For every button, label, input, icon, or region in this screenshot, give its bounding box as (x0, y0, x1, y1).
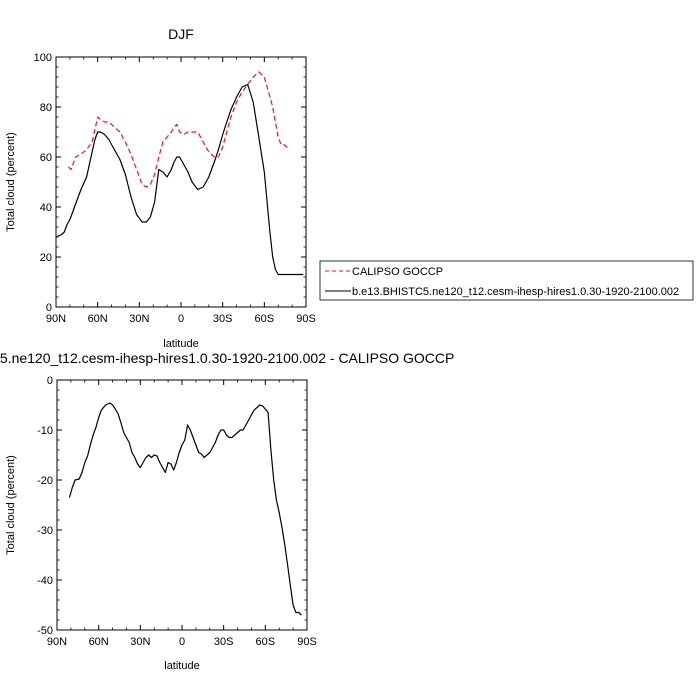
y-tick-label: 0 (46, 302, 52, 314)
axis-ticks: 90N 60N 30N 0 30S 60S 90S 0 20 40 60 80 100 (34, 52, 316, 325)
x-tick-label: 60S (255, 313, 275, 325)
x-tick-label: 30N (129, 313, 149, 325)
x-tick-label: 60N (88, 313, 108, 325)
x-tick-label: 90S (296, 313, 316, 325)
top-panel: DJF Total cloud (percent) latitude 90N 60… (5, 26, 316, 350)
x-axis-label: latitude (163, 338, 198, 350)
plot-frame (55, 56, 307, 308)
series-line-calipso (68, 71, 291, 188)
legend-label-calipso: CALIPSO GOCCP (352, 266, 443, 278)
y-tick-label: 80 (40, 102, 52, 114)
x-tick-label: 90N (46, 313, 66, 325)
chart-title: DJF (168, 26, 194, 42)
y-axis-label: Total cloud (percent) (5, 455, 17, 555)
x-tick-label: 0 (179, 636, 185, 648)
x-tick-label: 30S (213, 313, 233, 325)
chart-title: b.e13.BHISTC5.ne120_t12.cesm-ihesp-hires… (0, 350, 454, 366)
x-tick-label: 30S (214, 636, 234, 648)
plot-frame (56, 379, 308, 631)
y-tick-label: -50 (37, 625, 53, 637)
y-tick-label: 100 (34, 52, 52, 64)
y-tick-label: -20 (37, 475, 53, 487)
y-tick-label: -30 (37, 525, 53, 537)
x-tick-label: 90S (297, 636, 317, 648)
x-tick-label: 30N (130, 636, 150, 648)
series-line-difference (68, 402, 302, 616)
y-tick-label: 20 (40, 252, 52, 264)
y-tick-label: -10 (37, 425, 53, 437)
y-tick-label: -40 (37, 575, 53, 587)
legend-label-model: b.e13.BHISTC5.ne120_t12.cesm-ihesp-hires… (352, 286, 679, 298)
axis-ticks: 90N 60N 30N 0 30S 60S 90S -50 -40 -30 -20 -10 0 (37, 375, 317, 648)
bottom-panel: b.e13.BHISTC5.ne120_t12.cesm-ihesp-hires… (0, 350, 454, 672)
legend: CALIPSO GOCCP b.e13.BHISTC5.ne120_t12.ce… (319, 260, 694, 301)
y-tick-label: 0 (47, 375, 53, 387)
x-axis-label: latitude (164, 660, 199, 672)
series-line-model (55, 83, 304, 276)
series-group (55, 71, 304, 276)
x-tick-label: 0 (178, 313, 184, 325)
y-tick-label: 60 (40, 152, 52, 164)
y-tick-label: 40 (40, 202, 52, 214)
y-axis-label: Total cloud (percent) (5, 132, 17, 232)
x-tick-label: 60N (89, 636, 109, 648)
legend-box (319, 260, 694, 301)
series-group (68, 402, 302, 616)
x-tick-label: 90N (47, 636, 67, 648)
x-tick-label: 60S (256, 636, 276, 648)
